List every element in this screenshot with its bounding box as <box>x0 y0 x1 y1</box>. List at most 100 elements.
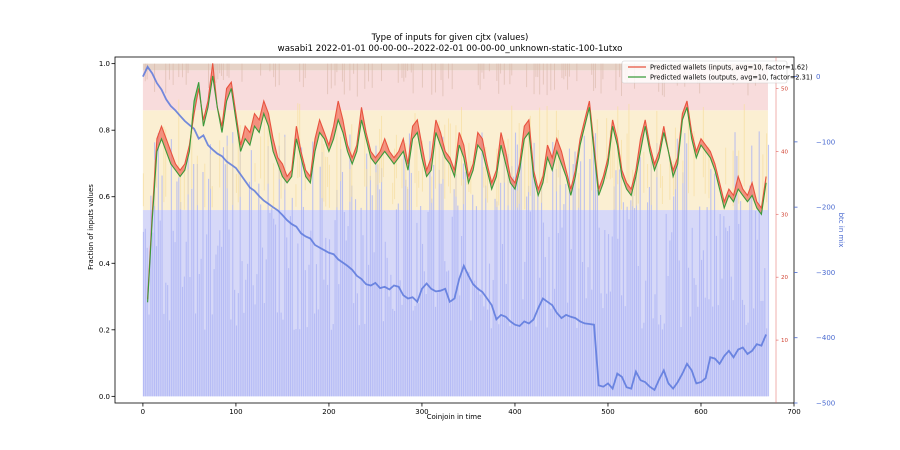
stripe-bar-mid <box>766 133 768 203</box>
stripe-bar <box>267 146 269 397</box>
stripe-bar <box>353 303 355 397</box>
stripe-bar <box>421 243 424 397</box>
difference-fill-segment <box>524 119 529 139</box>
stripe-bar-top <box>367 63 369 82</box>
stripe-bar-mid <box>643 151 645 193</box>
stripe-bar-mid <box>498 171 500 206</box>
stripe-bar <box>291 197 293 397</box>
stripe-bar <box>204 329 206 397</box>
stripe-bar-top <box>302 63 304 88</box>
stripe-bar <box>144 228 146 397</box>
stripe-bar <box>304 270 306 397</box>
stripe-bar <box>457 205 459 397</box>
difference-fill-segment <box>459 132 464 158</box>
stripe-bar <box>503 145 505 397</box>
stripe-bar-mid <box>529 115 531 196</box>
stripe-bar-top <box>602 63 604 80</box>
stripe-bar <box>641 328 643 397</box>
stripe-bar <box>187 155 189 397</box>
stripe-bar-top <box>403 63 405 82</box>
stripe-bar-mid <box>546 106 548 183</box>
stripe-bar <box>727 231 729 397</box>
x-tick-label: 400 <box>508 408 521 416</box>
stripe-bar <box>328 239 331 397</box>
stripe-bar <box>680 327 682 397</box>
stripe-bar <box>245 279 247 397</box>
stripe-bar-top <box>215 63 217 83</box>
stripe-bar <box>289 216 291 397</box>
stripe-bar-top <box>269 63 271 72</box>
stripe-bar <box>542 222 544 397</box>
stripe-bar <box>494 198 496 397</box>
stripe-bar-mid <box>327 156 329 187</box>
red-axis-tick-label: 40 <box>781 149 788 155</box>
stripe-bar-mid <box>239 125 241 197</box>
stripe-bar <box>178 176 180 397</box>
stripe-bar-mid <box>421 140 423 192</box>
difference-fill-segment <box>756 201 762 215</box>
stripe-bar-top <box>421 63 423 88</box>
stripe-bar <box>420 205 422 397</box>
stripe-bar-top <box>364 63 366 89</box>
stripe-bar-mid <box>682 160 684 184</box>
stripe-bar-mid <box>732 150 734 207</box>
plot-area <box>142 63 770 397</box>
stripe-bar <box>256 274 258 397</box>
stripe-bar <box>570 249 572 397</box>
difference-fill-segment <box>259 101 264 133</box>
stripe-bar <box>449 303 451 397</box>
stripe-bar-mid <box>299 103 301 177</box>
stripe-bar <box>321 152 323 397</box>
x-axis: 0 100 200 300 400 500 600 700 <box>141 403 801 416</box>
stripe-bar-top <box>594 63 596 89</box>
y-axis: 0.0 0.2 0.4 0.6 0.8 1.0 <box>99 60 115 401</box>
stripe-bar-top <box>412 63 414 94</box>
stripe-bar <box>527 185 530 397</box>
stripe-bar <box>643 322 645 397</box>
stripe-bar <box>349 134 351 397</box>
stripe-bar-mid <box>483 167 485 188</box>
stripe-bar <box>516 144 518 397</box>
stripe-bar-mid <box>394 148 396 200</box>
stripe-bar-mid <box>693 131 695 197</box>
stripe-bar-top <box>431 63 433 95</box>
stripe-bar-top <box>228 63 230 78</box>
stripe-bar <box>394 310 396 397</box>
stripe-bar-mid <box>674 127 676 190</box>
stripe-bar-mid <box>155 152 157 188</box>
stripe-bar <box>738 223 740 397</box>
stripe-bar <box>163 313 165 397</box>
stripe-bar <box>514 132 517 397</box>
stripe-bar <box>546 327 548 397</box>
stripe-bar <box>529 211 531 397</box>
stripe-bar <box>423 271 425 397</box>
stripe-bar-mid <box>444 124 446 199</box>
stripe-bar <box>697 306 699 397</box>
stripe-bar <box>606 293 608 397</box>
stripe-bar <box>447 270 450 397</box>
difference-fill-segment <box>747 182 753 202</box>
difference-fill-segment <box>510 176 515 190</box>
stripe-bar-top <box>336 63 338 73</box>
stripe-bar <box>734 132 736 397</box>
y-tick-label: 0.2 <box>99 326 110 334</box>
stripe-bar <box>637 265 639 397</box>
stripe-bar <box>451 216 453 397</box>
stripe-bar <box>585 298 587 397</box>
stripe-bar-mid <box>204 163 206 208</box>
stripe-bar <box>429 141 431 397</box>
stripe-bar <box>717 305 719 397</box>
stripe-bar <box>498 324 500 397</box>
stripe-bar-top <box>496 63 498 81</box>
stripe-bar-mid <box>511 105 513 179</box>
stripe-bar-top <box>567 63 569 90</box>
stripe-bar <box>466 271 468 397</box>
stripe-bar <box>209 144 211 397</box>
stripe-bar <box>613 186 615 397</box>
stripe-bar <box>174 242 176 397</box>
stripe-bar <box>565 183 567 397</box>
difference-fill-segment <box>268 113 274 152</box>
stripe-bar <box>215 254 217 397</box>
stripe-bar <box>338 284 340 397</box>
stripe-bar-mid <box>191 113 193 189</box>
